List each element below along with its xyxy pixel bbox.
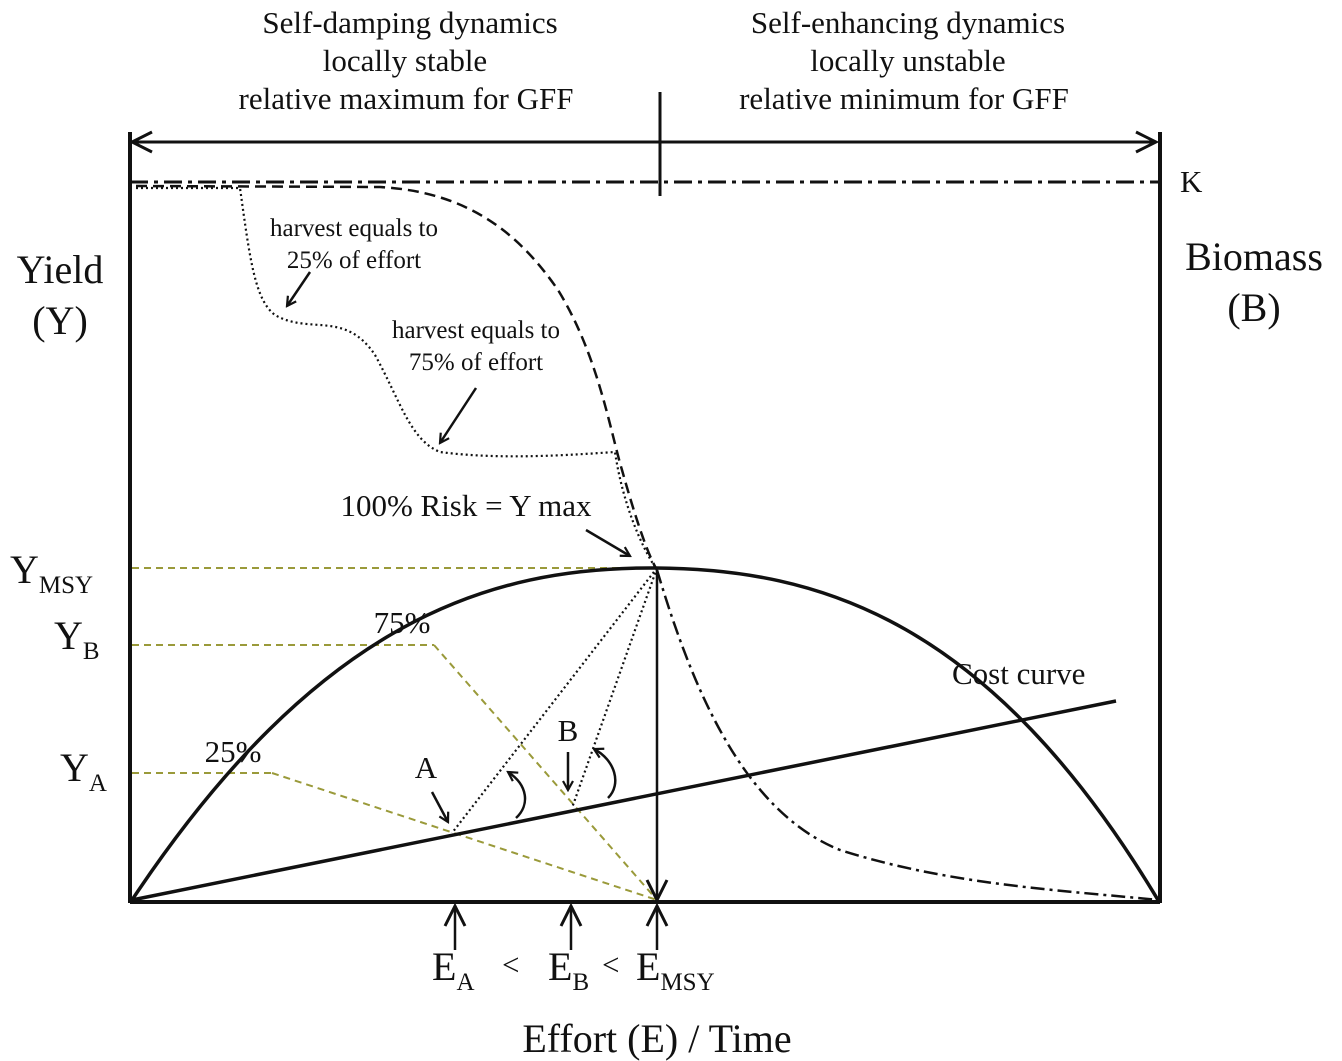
header-left-line2: locally stable: [323, 43, 487, 78]
harvest-biomass-curve: [136, 186, 658, 571]
yb-to-emsy-guide: [433, 644, 658, 901]
header-right-line1: Self-enhancing dynamics: [751, 5, 1065, 40]
harvest-75-line2: 75% of effort: [409, 349, 543, 376]
risk-label: 100% Risk = Y max: [340, 488, 592, 523]
effort-arrows: [455, 906, 657, 950]
emsy-label: EMSY: [636, 944, 715, 996]
header-right: Self-enhancing dynamics locally unstable…: [739, 5, 1069, 116]
arrow-harvest-75: [440, 387, 478, 443]
ray-to-a: [451, 567, 658, 834]
biomass-label: Biomass: [1185, 234, 1323, 279]
yield-guides: [132, 567, 658, 901]
eb-label: EB: [548, 944, 589, 996]
ymsy-label: YMSY: [10, 547, 93, 599]
biomass-curve-declining: [655, 569, 1159, 902]
lt-sign-1: <: [502, 947, 519, 982]
ya-label: YA: [60, 745, 107, 797]
annotation-arrows: [287, 271, 630, 822]
x-axis-title: Effort (E) / Time: [522, 1016, 791, 1061]
angle-arrow-b: [594, 749, 617, 799]
arrow-point-a: [430, 791, 448, 822]
k-label: K: [1180, 164, 1203, 199]
point-a-label: A: [415, 750, 438, 785]
yb-label: YB: [54, 613, 100, 665]
header-left-line1: Self-damping dynamics: [262, 5, 557, 40]
ya-to-emsy-guide: [271, 772, 658, 901]
header-right-line3: relative minimum for GFF: [739, 81, 1069, 116]
yield-label: Yield: [17, 247, 104, 292]
range-arrows: [132, 92, 1156, 196]
header-left-line3: relative maximum for GFF: [239, 81, 574, 116]
arrow-harvest-25: [287, 271, 312, 306]
header-left: Self-damping dynamics locally stable rel…: [239, 5, 574, 116]
harvest-75-line1: harvest equals to: [392, 317, 560, 344]
yield-curve: [130, 566, 1160, 901]
header-right-line2: locally unstable: [810, 43, 1005, 78]
cost-curve: [131, 699, 1117, 902]
harvest-25-line1: harvest equals to: [270, 215, 438, 242]
plot-frame: [128, 132, 1162, 904]
angle-arrow-a: [508, 772, 527, 819]
harvest-25-line2: 25% of effort: [287, 247, 421, 274]
biomass-curve-unharvested: [135, 184, 659, 571]
cost-curve-label: Cost curve: [952, 656, 1085, 691]
lt-sign-2: <: [602, 947, 619, 982]
yield-symbol: (Y): [32, 298, 88, 343]
ea-label: EA: [432, 944, 475, 996]
pct-75-label: 75%: [374, 605, 431, 640]
biomass-symbol: (B): [1227, 285, 1280, 330]
arrow-risk: [585, 528, 630, 556]
point-b-label: B: [558, 713, 579, 748]
pct-25-label: 25%: [205, 734, 262, 769]
